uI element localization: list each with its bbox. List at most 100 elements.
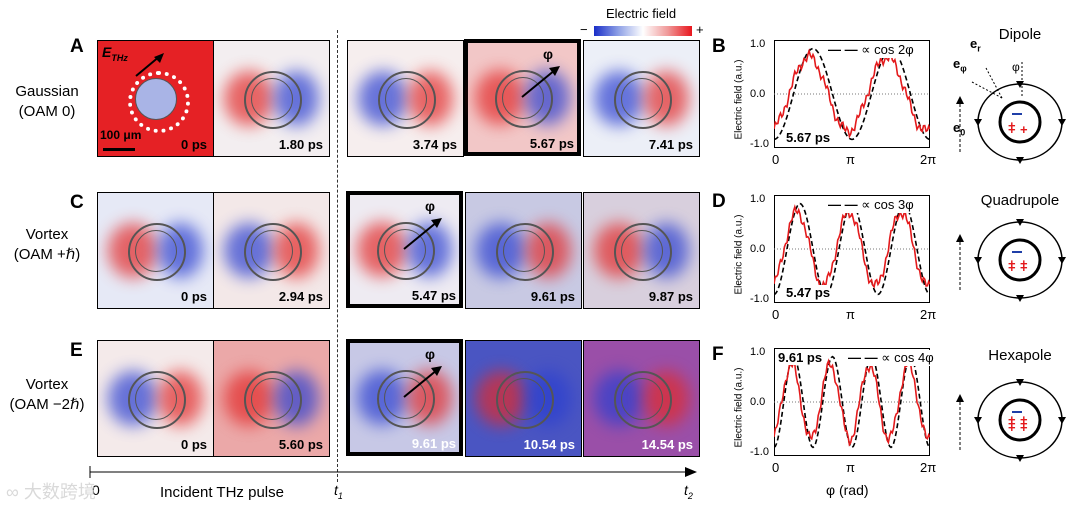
t1-sub: 1 bbox=[337, 490, 343, 501]
resonator-ring-outer bbox=[496, 223, 554, 281]
panel-timestamp: 1.80 ps bbox=[278, 137, 323, 152]
positive-charge: + bbox=[1020, 256, 1028, 271]
phi-label: φ bbox=[425, 198, 436, 214]
incident-pulse-label: Incident THz pulse bbox=[160, 484, 284, 501]
panel-timestamp: 3.74 ps bbox=[412, 137, 457, 152]
phi-arrow-line bbox=[521, 69, 556, 98]
field-direction-arrow bbox=[1016, 219, 1024, 226]
y-tick-label: 1.0 bbox=[750, 38, 766, 50]
plot-ylabel: Electric field (a.u.) bbox=[733, 59, 745, 140]
row-title-line1: Vortex bbox=[25, 226, 69, 243]
er-sub: r bbox=[977, 43, 981, 54]
e-thz-sub: THz bbox=[111, 52, 128, 63]
field-map-panel: 7.41 ps bbox=[583, 40, 700, 157]
ring-cross-section bbox=[998, 100, 1042, 144]
e0-arrow-head bbox=[956, 96, 964, 104]
panel-label-c: C bbox=[70, 192, 84, 213]
angular-profile-plot bbox=[774, 40, 930, 148]
field-map-panel: 9.87 ps bbox=[583, 192, 700, 309]
legend-dash-icon: — — bbox=[828, 197, 862, 212]
panel-timestamp: 0 ps bbox=[180, 289, 207, 304]
x-tick-label: π bbox=[846, 307, 855, 322]
field-direction-arrow bbox=[1016, 455, 1024, 462]
cartoon-title-quadrupole: Quadrupole bbox=[980, 192, 1060, 209]
x-tick-label: 0 bbox=[772, 307, 780, 322]
field-direction-arrow bbox=[974, 417, 982, 424]
plot-legend: — — ∝ cos 2φ bbox=[828, 42, 914, 58]
er-arrow bbox=[985, 67, 1003, 99]
panel-timestamp: 2.94 ps bbox=[278, 289, 323, 304]
y-tick-label: 0.0 bbox=[750, 88, 766, 100]
positive-charge: + bbox=[1020, 416, 1028, 431]
x-tick-label: 0 bbox=[772, 460, 780, 475]
resonator-ring-inner bbox=[621, 378, 663, 420]
panel-timestamp: 9.87 ps bbox=[648, 289, 693, 304]
resonator-ring-inner bbox=[502, 77, 544, 119]
e0-arrow-head bbox=[956, 234, 964, 242]
measured-curve bbox=[774, 204, 930, 294]
resonator-ring-outer bbox=[244, 71, 302, 129]
panel-timestamp: 5.47 ps bbox=[411, 288, 456, 303]
positive-charge: + bbox=[1008, 420, 1016, 435]
row-title-line2: (OAM +ℏ) bbox=[13, 246, 81, 263]
y-tick-label: -1.0 bbox=[750, 293, 769, 305]
legend-dash-icon: — — bbox=[848, 350, 882, 365]
legend-text: ∝ cos 2φ bbox=[861, 42, 914, 57]
positive-charge: + bbox=[1020, 412, 1028, 427]
y-tick-label: 1.0 bbox=[750, 346, 766, 358]
measured-curve bbox=[774, 48, 930, 139]
row-title-gaussian: Gaussian (OAM 0) bbox=[2, 82, 92, 122]
resonator-ring-inner bbox=[385, 78, 427, 120]
ephi-main: e bbox=[953, 56, 961, 71]
t2-main: t bbox=[684, 482, 688, 498]
resonator-ring-outer bbox=[244, 371, 302, 429]
resonator-ring-outer bbox=[244, 223, 302, 281]
resonator-ring-inner bbox=[135, 230, 177, 272]
colorbar-title: Electric field bbox=[606, 6, 677, 21]
positive-charge: + bbox=[1008, 118, 1016, 133]
t1-main: t bbox=[334, 482, 338, 498]
field-map-panel: 5.47 ps φ bbox=[346, 191, 463, 308]
field-map-panel: 0 ps bbox=[97, 192, 214, 309]
plot-label-f: F bbox=[712, 344, 724, 365]
plot-label-d: D bbox=[712, 191, 726, 212]
resonator-ring-inner bbox=[384, 229, 426, 271]
x-tick-label: 0 bbox=[772, 152, 780, 167]
field-map-panel: 10.54 ps bbox=[465, 340, 582, 457]
panel-label-a: A bbox=[70, 36, 84, 57]
ring-cross-section bbox=[998, 238, 1042, 282]
e0-main: e bbox=[953, 120, 961, 135]
resonator-ring-outer bbox=[614, 371, 672, 429]
resonator-ring-inner bbox=[135, 378, 177, 420]
resonator-ring-outer bbox=[128, 223, 186, 281]
t2-label: t2 bbox=[684, 482, 693, 501]
colorbar-plus: + bbox=[696, 22, 704, 37]
y-tick-label: 0.0 bbox=[750, 396, 766, 408]
ephi-label: eφ bbox=[953, 56, 967, 74]
quadrupole-cartoon: + ++ + bbox=[956, 219, 1066, 302]
field-direction-arrow bbox=[1016, 379, 1024, 386]
y-tick-label: -1.0 bbox=[750, 138, 769, 150]
field-map-panel: 5.60 ps bbox=[213, 340, 330, 457]
legend-text: ∝ cos 3φ bbox=[861, 197, 914, 212]
plot-time: 9.61 ps bbox=[778, 350, 823, 365]
e0-arrow-head bbox=[956, 394, 964, 402]
time-axis-zero: 0 bbox=[92, 482, 100, 498]
field-map-panel: 0 ps bbox=[97, 340, 214, 457]
phi-arrow-head bbox=[431, 366, 442, 376]
ephi-arrow bbox=[971, 81, 1003, 99]
field-map-panel: 9.61 ps bbox=[465, 192, 582, 309]
resonator-ring-inner bbox=[384, 377, 426, 419]
panel-timestamp: 5.67 ps bbox=[529, 136, 574, 151]
x-tick-label: π bbox=[846, 152, 855, 167]
y-tick-label: -1.0 bbox=[750, 446, 769, 458]
positive-charge: + bbox=[1008, 416, 1016, 431]
plot-time: 5.47 ps bbox=[786, 285, 831, 300]
phi-arrow bbox=[403, 366, 442, 398]
x-tick-label: 2π bbox=[920, 460, 937, 475]
resonator-ring-outer bbox=[377, 222, 435, 280]
panel-timestamp: 0 ps bbox=[180, 137, 207, 152]
row-title-vortex-minus: Vortex (OAM −2ℏ) bbox=[2, 375, 92, 415]
positive-charge: + bbox=[1008, 412, 1016, 427]
resonator-ring-inner bbox=[251, 378, 293, 420]
